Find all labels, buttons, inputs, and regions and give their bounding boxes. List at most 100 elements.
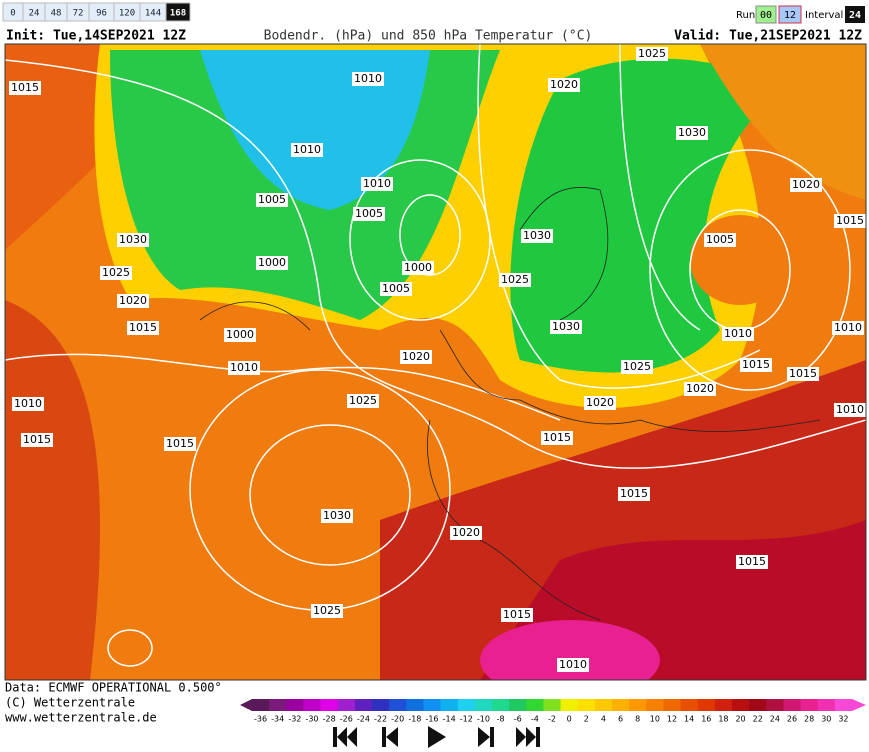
scale-label: -16 [425, 715, 438, 724]
scale-swatch [646, 699, 664, 711]
interval-button[interactable] [845, 6, 865, 23]
hour-text[interactable]: 24 [29, 9, 40, 19]
scale-label: -24 [357, 715, 370, 724]
scale-swatch [303, 699, 322, 711]
run-button[interactable] [778, 5, 802, 24]
hour-text[interactable]: 48 [51, 9, 62, 19]
scale-label: 30 [821, 715, 831, 724]
navigation [333, 726, 540, 748]
isobar-label: 1020 [402, 350, 430, 363]
hour-text[interactable]: 168 [170, 9, 186, 19]
hour-text[interactable]: 120 [119, 9, 135, 19]
label-box [9, 81, 41, 95]
isobar-label: 1020 [686, 382, 714, 395]
scale-arrow [852, 699, 866, 711]
isobar-label: 1000 [404, 261, 432, 274]
isobar-label: 1015 [503, 608, 531, 621]
isobar-label: 1000 [258, 256, 286, 269]
isobar-label: 1015 [789, 367, 817, 380]
isobar-label: 1010 [14, 397, 42, 410]
isobar-label: 1025 [349, 394, 377, 407]
label-box [402, 261, 434, 275]
label-box [256, 256, 288, 270]
interval-text[interactable]: 24 [849, 10, 861, 21]
label-box [256, 193, 288, 207]
scale-swatch [817, 699, 836, 711]
isobar-label: 1015 [11, 81, 39, 94]
label-box [224, 328, 256, 342]
label-box [704, 233, 736, 247]
label-box [834, 214, 866, 228]
isobar-label: 1010 [836, 403, 864, 416]
first-button[interactable] [333, 727, 357, 747]
isobar-label: 1020 [792, 178, 820, 191]
isobar-label: 1030 [119, 233, 147, 246]
map-frame [4, 43, 867, 681]
isobar-label: 1010 [363, 177, 391, 190]
scale-label: 28 [804, 715, 814, 724]
scale-label: 8 [635, 715, 640, 724]
label-box [832, 321, 864, 335]
scale-label: -10 [477, 715, 490, 724]
scale-label: 10 [650, 715, 660, 724]
play-button[interactable] [428, 726, 446, 748]
scale-label: 20 [735, 715, 745, 724]
scale-label: -28 [323, 715, 336, 724]
isobar-label: 1000 [226, 328, 254, 341]
isobar-label: 1005 [258, 193, 286, 206]
scale-swatch [389, 699, 407, 711]
scale-label: -2 [548, 715, 556, 724]
label-box [584, 396, 616, 410]
isobar-label: 1025 [623, 360, 651, 373]
map-title: Bodendr. (hPa) und 850 hPa Temperatur (°… [264, 29, 593, 44]
run-label: Run: [736, 10, 759, 21]
scale-label: 16 [701, 715, 711, 724]
scale-arrow [240, 699, 252, 711]
label-box [127, 321, 159, 335]
label-box [12, 397, 44, 411]
label-box [521, 229, 553, 243]
scale-swatch [594, 699, 613, 711]
scale-swatch [766, 699, 784, 711]
hour-text[interactable]: 0 [10, 9, 15, 19]
hour-button[interactable] [165, 2, 191, 22]
scale-swatch [354, 699, 373, 711]
scale-label: 26 [787, 715, 797, 724]
scale-swatch [560, 699, 579, 711]
footer-url: www.wetterzentrale.de [5, 711, 157, 725]
isobar-label: 1015 [742, 358, 770, 371]
label-box [400, 350, 432, 364]
scale-label: 32 [838, 715, 848, 724]
next-button[interactable] [478, 727, 494, 747]
previous-button[interactable] [382, 727, 398, 747]
label-box [321, 509, 353, 523]
label-box [352, 72, 384, 86]
scale-label: -32 [288, 715, 301, 724]
run-button[interactable] [755, 5, 777, 24]
hour-text[interactable]: 144 [145, 9, 161, 19]
scale-swatch [663, 699, 682, 711]
hour-text[interactable]: 72 [73, 9, 84, 19]
scale-swatch [406, 699, 424, 711]
run-text[interactable]: 00 [760, 10, 772, 21]
label-box [618, 487, 650, 501]
scale-label: 14 [684, 715, 694, 724]
run-text[interactable]: 12 [784, 10, 796, 21]
isobar-label: 1015 [166, 437, 194, 450]
scale-swatch [509, 699, 527, 711]
hour-text[interactable]: 96 [96, 9, 107, 19]
scale-label: 18 [718, 715, 728, 724]
last-button[interactable] [516, 727, 540, 747]
label-box [347, 394, 379, 408]
isobar-label: 1025 [102, 266, 130, 279]
label-box [291, 143, 323, 157]
scale-swatch [474, 699, 493, 711]
hot-core [480, 620, 660, 680]
scale-label: -34 [271, 715, 284, 724]
scale-swatch [612, 699, 630, 711]
isobar-label: 1025 [501, 273, 529, 286]
hour-bar: 0 24 48 72 96 120 144 168 [2, 2, 191, 22]
isobar-label: 1030 [323, 509, 351, 522]
isobar-label: 1030 [523, 229, 551, 242]
